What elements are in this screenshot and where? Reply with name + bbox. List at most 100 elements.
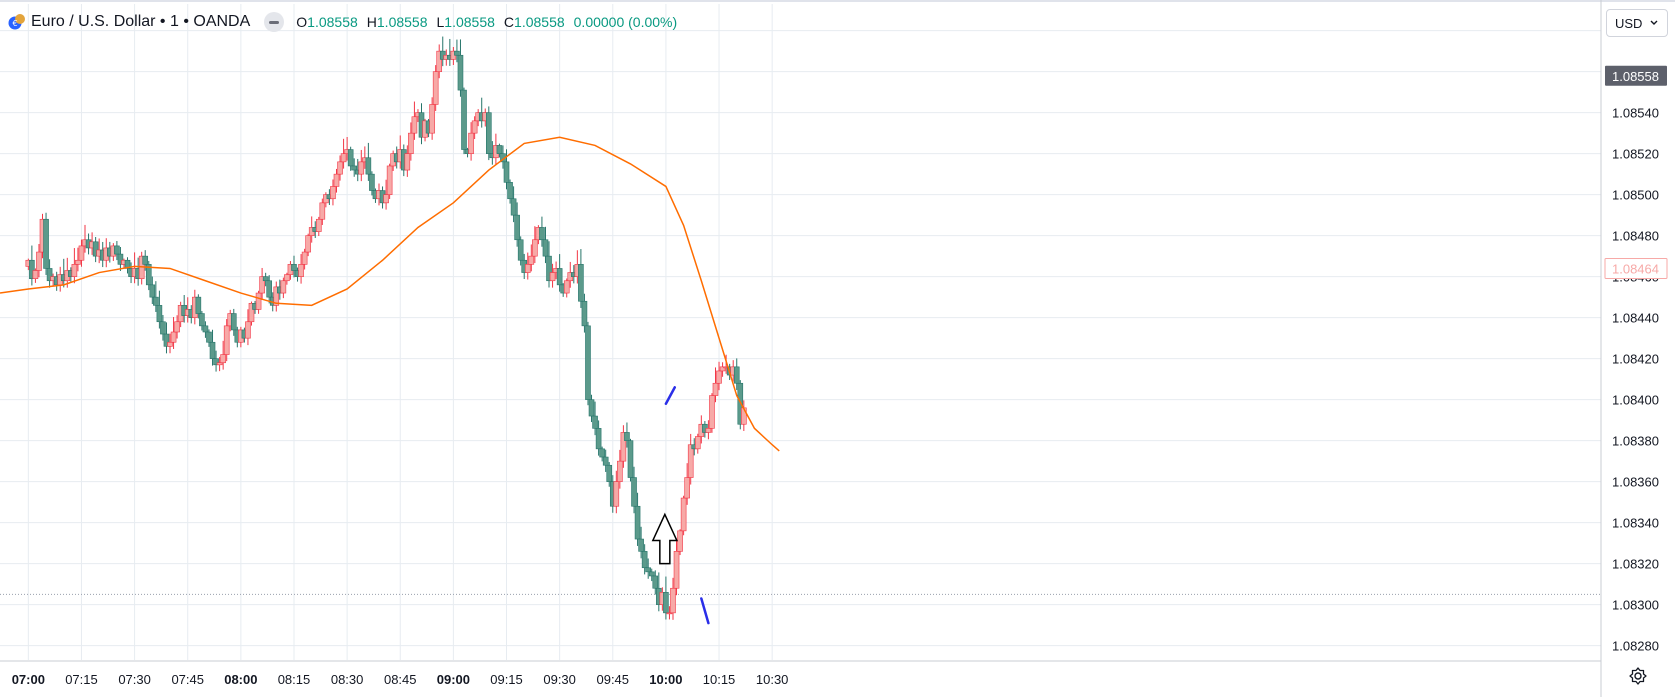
candle-body — [602, 456, 609, 466]
ohlc-values: O 1.08558 H 1.08558 L 1.08558 C 1.08558 0.00… — [296, 14, 686, 30]
price-tick-label: 1.08520 — [1612, 147, 1659, 162]
candle-body — [663, 592, 669, 614]
candle-body — [517, 239, 524, 261]
price-tick-label: 1.08300 — [1612, 598, 1659, 613]
candle-body — [216, 362, 223, 366]
gear-icon[interactable] — [1628, 666, 1648, 686]
candle-body — [581, 300, 588, 327]
candle-body — [383, 194, 389, 204]
candle-body — [71, 264, 78, 277]
candle-body — [32, 270, 39, 279]
price-tick-label: 1.08420 — [1612, 352, 1659, 367]
candle-body — [613, 481, 620, 507]
candle-body — [737, 382, 744, 425]
candle-body — [351, 165, 358, 171]
candle-body — [163, 333, 170, 347]
candle-body — [92, 241, 99, 257]
time-tick-label: 08:45 — [384, 672, 417, 687]
candle-body — [694, 436, 701, 450]
candle-body — [578, 264, 584, 302]
candle-body — [347, 149, 354, 167]
candle-body — [542, 239, 549, 257]
candle-body — [709, 395, 715, 429]
time-tick-label: 09:45 — [596, 672, 629, 687]
current-price-marker — [1605, 65, 1667, 86]
candle-body — [620, 432, 627, 462]
time-tick-label: 10:30 — [756, 672, 789, 687]
trend-segment-annotation — [700, 597, 710, 625]
svg-text:€: € — [12, 19, 17, 28]
candle-body — [156, 305, 163, 323]
time-tick-label: 09:00 — [437, 672, 470, 687]
candle-body — [262, 276, 269, 282]
candle-body — [266, 280, 272, 298]
currency-selector[interactable]: USD — [1606, 9, 1668, 37]
candle-body — [673, 551, 680, 589]
candle-body — [716, 370, 722, 384]
drawing-annotations[interactable] — [651, 386, 710, 625]
candle-body — [195, 296, 202, 314]
candle-body — [631, 477, 637, 507]
candle-body — [563, 280, 570, 294]
candle-body — [429, 104, 435, 134]
time-tick-label: 09:15 — [490, 672, 523, 687]
candle-body — [124, 259, 131, 269]
time-axis[interactable]: 07:00 07:15 07:30 07:45 08:00 08:15 08:30 08:45… — [0, 660, 1601, 687]
candle-body — [627, 440, 634, 478]
time-tick-label: 07:45 — [171, 672, 204, 687]
candle-body — [167, 341, 173, 347]
candle-body — [29, 259, 35, 280]
candle-body — [280, 280, 287, 294]
candle-body — [546, 255, 552, 282]
symbol-title[interactable]: Euro / U.S. Dollar • 1 • OANDA — [31, 13, 251, 30]
candle-body — [645, 567, 651, 573]
trend-segment-annotation — [664, 386, 677, 405]
candle-body — [510, 198, 517, 216]
candle-body — [712, 382, 719, 396]
candle-body — [305, 235, 311, 253]
candle-body — [719, 366, 726, 372]
candle-body — [358, 161, 365, 175]
price-tick-label: 1.08480 — [1612, 229, 1659, 244]
candle-body — [142, 255, 149, 265]
candle-body — [404, 153, 411, 171]
candle-body — [687, 444, 694, 478]
candle-body — [454, 50, 460, 56]
currency-label: USD — [1615, 15, 1643, 31]
ma-price-marker — [1604, 257, 1668, 279]
open-label: O — [296, 14, 308, 30]
candle-body — [199, 313, 205, 327]
price-tick-label: 1.08340 — [1612, 516, 1659, 531]
candle-body — [486, 112, 492, 154]
time-tick-label: 10:15 — [703, 672, 736, 687]
minus-icon — [269, 20, 280, 24]
candle-body — [170, 331, 177, 343]
candle-body — [315, 218, 322, 232]
price-axis[interactable]: 1.085801.085601.085401.085201.085001.084… — [1600, 0, 1668, 697]
high-value: 1.08558 — [376, 14, 428, 30]
candle-body — [599, 448, 605, 458]
candle-body — [291, 264, 297, 271]
candle-body — [149, 284, 156, 298]
high-label: H — [366, 14, 377, 30]
price-tick-label: 1.08440 — [1612, 311, 1659, 326]
candle-body — [617, 460, 623, 482]
moving-average — [0, 136, 780, 452]
candle-body — [330, 186, 336, 200]
candle-body — [461, 89, 467, 150]
collapse-legend-button[interactable] — [264, 12, 285, 32]
candle-body — [556, 268, 563, 286]
candle-body — [680, 497, 687, 532]
candle-body — [549, 272, 556, 282]
candle-body — [652, 575, 659, 589]
candle-body — [648, 571, 655, 577]
candle-body — [733, 366, 740, 384]
candle-body — [206, 331, 212, 343]
candle-body — [153, 296, 159, 306]
candle-body — [539, 227, 545, 241]
close-value: 1.08558 — [514, 14, 565, 30]
candle-body — [641, 551, 648, 569]
candle-body — [514, 214, 520, 241]
time-tick-label: 08:15 — [278, 672, 311, 687]
